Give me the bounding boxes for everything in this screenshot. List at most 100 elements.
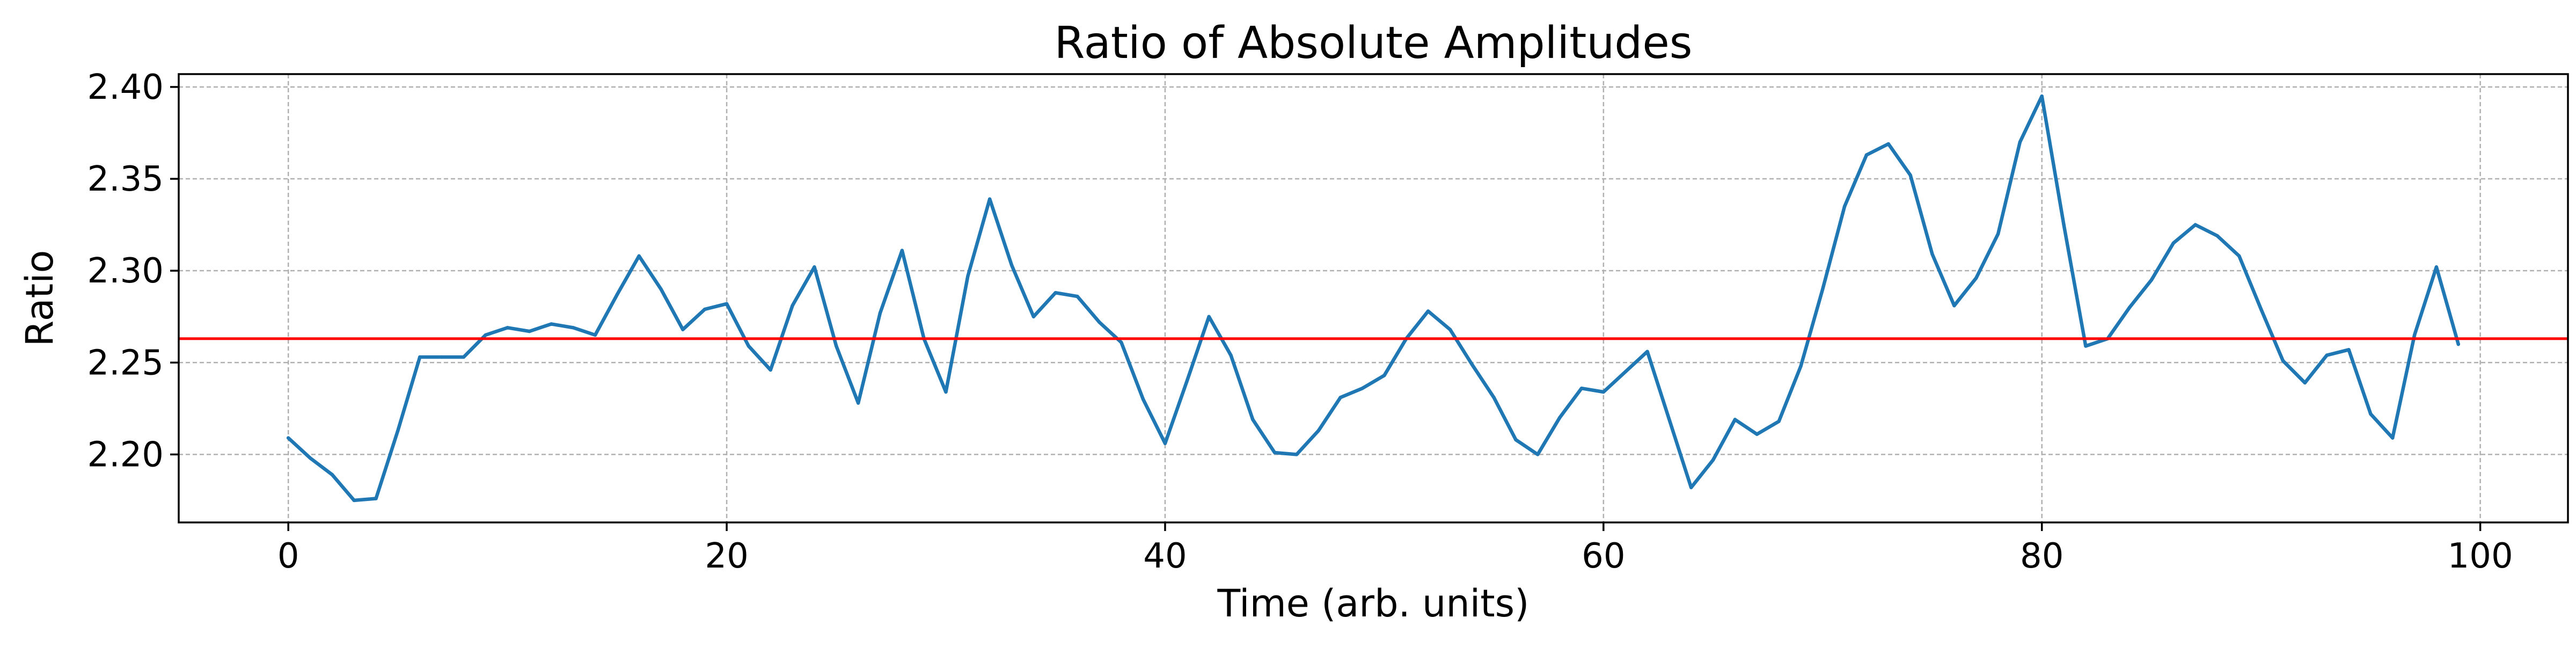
data-point — [571, 326, 575, 330]
series-line — [286, 94, 2461, 503]
data-point — [900, 249, 904, 252]
data-point — [506, 326, 509, 330]
data-point — [1207, 315, 1211, 318]
data-point — [1097, 320, 1101, 324]
data-point — [637, 254, 641, 258]
data-point — [878, 311, 882, 315]
data-point — [2149, 278, 2154, 282]
data-point — [1821, 287, 1825, 291]
data-point — [769, 368, 772, 372]
data-point — [988, 197, 992, 201]
chart-title: Ratio of Absolute Amplitudes — [1054, 18, 1692, 69]
data-point — [1733, 418, 1737, 421]
data-point — [2456, 342, 2460, 346]
data-point — [1777, 419, 1781, 423]
x-tick-label: 0 — [277, 536, 299, 576]
data-point — [2084, 344, 2088, 348]
data-point — [944, 390, 948, 394]
data-point — [1382, 374, 1386, 377]
data-point — [1842, 205, 1847, 208]
data-point — [462, 355, 466, 359]
data-point — [1009, 263, 1014, 267]
y-tick-label: 2.30 — [87, 251, 164, 291]
data-point — [1316, 428, 1321, 433]
data-point — [2325, 353, 2329, 357]
data-point — [1689, 485, 1693, 490]
data-point — [330, 472, 334, 477]
data-point — [1448, 328, 1452, 331]
data-point — [615, 293, 619, 296]
data-point — [1294, 453, 1299, 456]
data-point — [1952, 303, 1956, 308]
data-point — [2412, 333, 2417, 337]
data-point — [835, 344, 838, 348]
y-tick-label: 2.40 — [87, 68, 164, 107]
data-point — [2215, 234, 2219, 238]
y-axis-title: Ratio — [18, 250, 62, 347]
data-point — [1360, 386, 1364, 390]
data-point — [2281, 359, 2285, 363]
y-tick-label: 2.35 — [87, 159, 164, 199]
data-point — [1185, 379, 1189, 383]
x-tick-label: 60 — [1582, 536, 1625, 576]
data-layer — [179, 94, 2568, 503]
data-point — [2193, 223, 2197, 227]
data-point — [2434, 265, 2439, 269]
data-point — [528, 329, 531, 333]
data-point — [747, 344, 751, 348]
data-point — [396, 428, 400, 433]
data-point — [484, 333, 488, 337]
data-point — [1492, 396, 1496, 399]
data-point — [1601, 390, 1606, 394]
data-point — [2062, 223, 2066, 227]
tick-layer: 0 20 40 60 80 100 2.20 2.25 2.30 2.35 2.40 — [87, 68, 2513, 576]
data-point — [703, 307, 707, 311]
data-point — [2171, 241, 2176, 245]
data-point — [440, 355, 444, 359]
data-point — [1141, 397, 1145, 401]
data-point — [1667, 418, 1671, 421]
y-tick-label: 2.25 — [87, 343, 164, 383]
data-point — [418, 355, 422, 359]
data-point — [2040, 94, 2044, 98]
data-point — [550, 322, 553, 326]
x-tick-label: 20 — [705, 536, 748, 576]
data-point — [1273, 450, 1277, 455]
data-point — [2347, 348, 2351, 352]
x-axis-title: Time (arb. units) — [1217, 581, 1529, 626]
data-point — [1799, 364, 1803, 368]
data-point — [1229, 353, 1233, 357]
x-tick-label: 40 — [1143, 536, 1187, 576]
data-point — [1426, 309, 1430, 313]
x-tick-label: 100 — [2448, 536, 2513, 576]
data-point — [1579, 386, 1584, 390]
grid-layer — [179, 74, 2568, 522]
data-point — [308, 456, 312, 460]
data-point — [2391, 436, 2395, 440]
data-point — [1119, 340, 1123, 344]
data-point — [374, 497, 378, 500]
data-point — [813, 265, 816, 269]
data-point — [966, 274, 970, 278]
data-point — [1470, 362, 1474, 366]
data-point — [2237, 254, 2241, 258]
data-point — [2018, 140, 2022, 144]
data-point — [1755, 432, 1759, 436]
data-point — [659, 287, 663, 291]
data-point — [1514, 438, 1518, 442]
data-point — [1974, 276, 1978, 280]
data-point — [593, 333, 597, 337]
x-tick-label: 80 — [2020, 536, 2063, 576]
data-point — [287, 436, 290, 440]
data-point — [2127, 306, 2132, 309]
data-point — [1053, 291, 1057, 295]
data-point — [1623, 370, 1627, 374]
data-point — [791, 303, 794, 308]
data-point — [724, 302, 729, 306]
data-point — [1251, 418, 1255, 421]
data-point — [1930, 252, 1934, 256]
data-point — [856, 401, 860, 405]
data-point — [1031, 315, 1036, 318]
